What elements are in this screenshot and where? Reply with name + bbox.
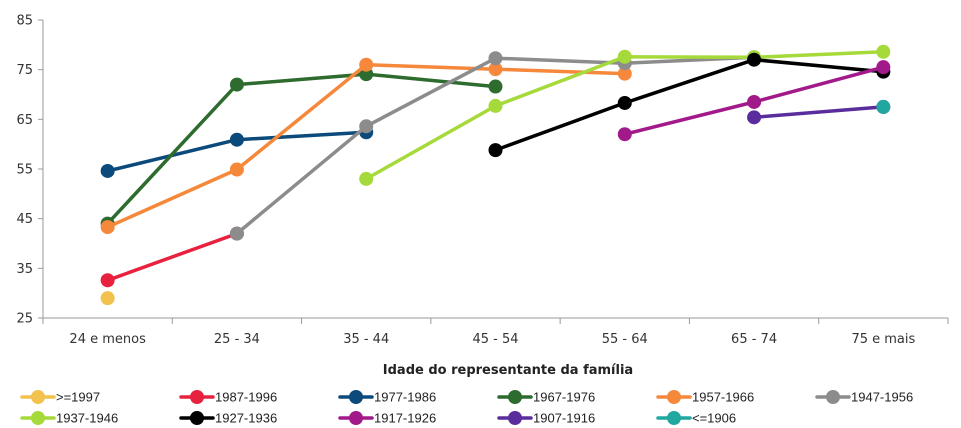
legend-item: 1967-1976 — [497, 390, 595, 405]
legend-swatch-marker — [508, 411, 522, 425]
legend-label: 1937-1946 — [56, 411, 118, 426]
data-point — [359, 119, 374, 134]
series-1937-1946 — [359, 44, 891, 186]
legend-label: 1947-1956 — [851, 390, 913, 405]
data-point — [100, 291, 115, 306]
data-point — [617, 127, 632, 142]
legend-label: 1957-1966 — [692, 390, 754, 405]
legend-swatch-marker — [826, 390, 840, 404]
series-1927-1936 — [488, 52, 891, 158]
legend-label: <=1906 — [692, 411, 736, 426]
x-tick-label: 55 - 64 — [602, 332, 648, 347]
data-point — [229, 162, 244, 177]
data-point — [229, 226, 244, 241]
series-line — [493, 57, 886, 152]
data-point — [876, 44, 891, 59]
legend-label: >=1997 — [56, 390, 100, 405]
series-1957-1966 — [100, 57, 632, 235]
legend-item: 1987-1996 — [179, 390, 277, 405]
y-axis: 25 35 45 55 65 75 85 — [16, 14, 44, 327]
series-line — [752, 105, 886, 120]
series-1967-1976 — [100, 67, 503, 231]
legend-swatch-marker — [667, 411, 681, 425]
legend-label: 1907-1916 — [533, 411, 595, 426]
data-point — [747, 52, 762, 67]
y-tick-label: 65 — [16, 113, 33, 128]
series-1917-1926 — [617, 60, 891, 142]
legend-label: 1927-1936 — [215, 411, 277, 426]
data-point — [488, 51, 503, 66]
x-tick-label: 45 - 54 — [472, 332, 518, 347]
x-tick-label: 65 - 74 — [731, 332, 777, 347]
series-line — [105, 62, 627, 229]
series-1987-1996 — [100, 226, 244, 288]
data-point — [617, 95, 632, 110]
data-point — [100, 163, 115, 178]
data-point — [488, 79, 503, 94]
series-<=1906 — [876, 99, 891, 114]
legend-item: 1947-1956 — [815, 390, 913, 405]
legend-item: >=1997 — [20, 390, 100, 405]
y-tick-label: 35 — [16, 262, 33, 277]
legend-item: 1977-1986 — [338, 390, 436, 405]
data-point — [617, 49, 632, 64]
data-point — [747, 110, 762, 125]
data-point — [617, 66, 632, 81]
legend-swatch-marker — [349, 411, 363, 425]
x-axis-title: Idade do representante da família — [383, 363, 633, 378]
legend-swatch-marker — [667, 390, 681, 404]
legend-swatch-marker — [31, 411, 45, 425]
legend-label: 1917-1926 — [374, 411, 436, 426]
legend-swatch-marker — [31, 390, 45, 404]
legend-item: 1927-1936 — [179, 411, 277, 426]
data-point — [876, 99, 891, 114]
data-point — [229, 77, 244, 92]
data-point — [100, 220, 115, 235]
legend: >=1997 1987-1996 1977-1986 1967-1976 1957-19… — [20, 390, 913, 426]
y-tick-label: 75 — [16, 63, 33, 78]
legend-swatch-marker — [190, 411, 204, 425]
data-point — [488, 62, 503, 77]
legend-swatch-marker — [190, 390, 204, 404]
data-point — [229, 132, 244, 147]
series-line — [105, 72, 498, 226]
series-line — [105, 231, 239, 283]
legend-label: 1987-1996 — [215, 390, 277, 405]
legend-label: 1977-1986 — [374, 390, 436, 405]
y-tick-label: 45 — [16, 212, 33, 227]
x-tick-label: 35 - 44 — [343, 332, 389, 347]
legend-item: 1917-1926 — [338, 411, 436, 426]
legend-item: 1957-1966 — [656, 390, 754, 405]
y-tick-label: 55 — [16, 163, 33, 178]
x-tick-label: 24 e menos — [69, 332, 146, 347]
x-tick-label: 75 e mais — [851, 332, 915, 347]
legend-item: 1937-1946 — [20, 411, 118, 426]
series-1907-1916 — [747, 99, 891, 125]
data-point — [488, 143, 503, 158]
legend-item: 1907-1916 — [497, 411, 595, 426]
data-point — [359, 171, 374, 186]
series->=1997 — [100, 291, 115, 306]
y-tick-label: 25 — [16, 312, 33, 327]
y-tick-label: 85 — [16, 14, 33, 29]
data-point — [488, 98, 503, 113]
data-point — [747, 94, 762, 109]
legend-item: <=1906 — [656, 411, 736, 426]
data-point — [100, 273, 115, 288]
x-axis: 24 e menos 25 - 34 35 - 44 45 - 54 55 - 64 65… — [42, 317, 949, 347]
x-tick-label: 25 - 34 — [214, 332, 260, 347]
data-point — [876, 60, 891, 75]
legend-swatch-marker — [349, 390, 363, 404]
data-point — [359, 57, 374, 72]
plot-area — [100, 44, 891, 306]
legend-swatch-marker — [508, 390, 522, 404]
legend-label: 1967-1976 — [533, 390, 595, 405]
